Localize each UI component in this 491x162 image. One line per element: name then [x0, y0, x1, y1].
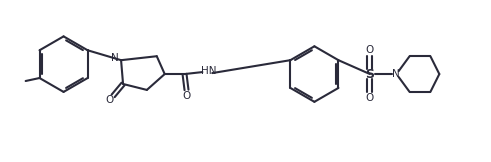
- Text: HN: HN: [200, 66, 216, 76]
- Text: N: N: [111, 53, 119, 63]
- Text: O: O: [105, 95, 113, 105]
- Text: N: N: [392, 69, 400, 79]
- Text: O: O: [366, 45, 374, 55]
- Text: S: S: [365, 68, 375, 81]
- Text: O: O: [182, 91, 191, 101]
- Text: O: O: [366, 93, 374, 103]
